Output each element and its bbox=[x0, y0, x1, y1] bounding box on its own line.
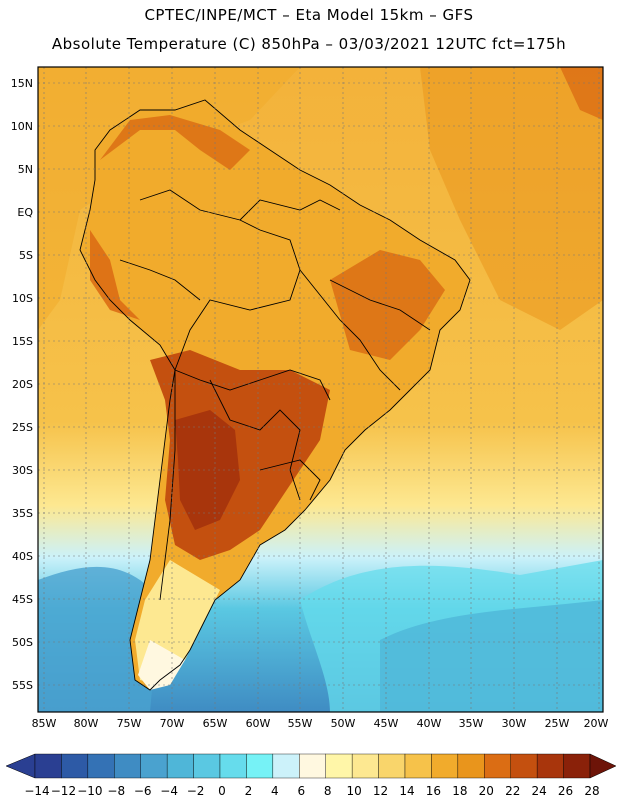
colorbar-cell bbox=[536, 753, 564, 779]
colorbar-cell bbox=[484, 753, 511, 779]
colorbar-tick-label: 28 bbox=[584, 784, 599, 798]
lon-label: 20W bbox=[584, 717, 609, 730]
colorbar-cell bbox=[166, 753, 194, 779]
lat-label: 45S bbox=[12, 593, 33, 606]
colorbar-cells bbox=[5, 753, 617, 779]
chart-title-line2: Absolute Temperature (C) 850hPa – 03/03/… bbox=[51, 35, 567, 53]
colorbar-cell bbox=[272, 753, 300, 779]
colorbar-cell bbox=[61, 753, 89, 779]
lon-label: 30W bbox=[502, 717, 527, 730]
lat-label: 35S bbox=[12, 507, 33, 520]
lon-label: 85W bbox=[32, 717, 57, 730]
warm-band-north bbox=[38, 67, 300, 330]
lat-label: 5S bbox=[19, 249, 33, 262]
colorbar-arrow-right bbox=[589, 753, 617, 779]
colorbar-tick-label: 16 bbox=[426, 784, 441, 798]
lat-label: 40S bbox=[12, 550, 33, 563]
colorbar-cell bbox=[193, 753, 221, 779]
lon-axis: 85W 80W 75W 70W 65W 60W 55W 50W 45W 40W … bbox=[32, 717, 609, 730]
warm-north-andes bbox=[100, 115, 250, 170]
warm-andes-coast bbox=[90, 230, 140, 320]
lon-label: 50W bbox=[331, 717, 356, 730]
colorbar-cell bbox=[431, 753, 459, 779]
colorbar-cell bbox=[404, 753, 432, 779]
colorbar-tick-label: 6 bbox=[297, 784, 305, 798]
colorbar-cell bbox=[351, 753, 379, 779]
lon-label: 80W bbox=[74, 717, 99, 730]
lon-label: 45W bbox=[374, 717, 399, 730]
lat-label: 55S bbox=[12, 679, 33, 692]
colorbar-cell bbox=[34, 753, 62, 779]
colorbar-tick-label: 20 bbox=[479, 784, 494, 798]
colorbar-tick-label: 0 bbox=[218, 784, 226, 798]
lat-label: 5N bbox=[18, 163, 33, 176]
colorbar-cell bbox=[457, 753, 485, 779]
lon-label: 75W bbox=[117, 717, 142, 730]
colorbar-tick-label: 18 bbox=[452, 784, 467, 798]
colorbar-cell bbox=[378, 753, 406, 779]
lon-label: 35W bbox=[459, 717, 484, 730]
colorbar-tick-label: −4 bbox=[160, 784, 178, 798]
colorbar-labels: −14 −12 −10 −8 −6 −4 −2 0 2 4 6 8 10 12 14 16 18 20 22 24 26… bbox=[24, 784, 599, 798]
colorbar-cell bbox=[325, 753, 353, 779]
colorbar-tick-label: −14 bbox=[24, 784, 49, 798]
warm-ne-brazil bbox=[330, 250, 445, 360]
colorbar-tick-label: −6 bbox=[134, 784, 152, 798]
colorbar-cell bbox=[114, 753, 141, 779]
colorbar-cell bbox=[140, 753, 168, 779]
lon-label: 40W bbox=[417, 717, 442, 730]
colorbar-tick-label: −10 bbox=[77, 784, 102, 798]
colorbar-tick-label: −12 bbox=[51, 784, 76, 798]
lat-label: 15N bbox=[11, 77, 33, 90]
lat-label: 10N bbox=[11, 120, 33, 133]
lat-axis: 15N 10N 5N EQ 5S 10S 15S 20S 25S 30S 35S… bbox=[11, 77, 34, 692]
graticule bbox=[38, 67, 603, 712]
chart-title-line1: CPTEC/INPE/MCT – Eta Model 15km – GFS bbox=[144, 6, 474, 24]
colorbar-tick-label: 14 bbox=[399, 784, 414, 798]
cold-core-atlantic bbox=[380, 600, 603, 712]
lat-label: 20S bbox=[12, 378, 33, 391]
colorbar-tick-label: −8 bbox=[107, 784, 125, 798]
hottest-core bbox=[175, 410, 240, 530]
colorbar-tick-label: 12 bbox=[373, 784, 388, 798]
colorbar-cell bbox=[219, 753, 247, 779]
colorbar-cell bbox=[510, 753, 538, 779]
lon-label: 60W bbox=[246, 717, 271, 730]
lon-label: 25W bbox=[545, 717, 570, 730]
colorbar-cell bbox=[87, 753, 115, 779]
cold-core-pacific bbox=[38, 566, 160, 712]
cold-tip bbox=[138, 640, 185, 690]
lat-label: 50S bbox=[12, 636, 33, 649]
colorbar-cell bbox=[246, 753, 274, 779]
colorbar-tick-label: 2 bbox=[245, 784, 253, 798]
map-frame bbox=[37, 66, 604, 713]
hot-spot-ne bbox=[560, 67, 603, 120]
colorbar-tick-label: −2 bbox=[187, 784, 205, 798]
colorbar-tick-label: 10 bbox=[347, 784, 362, 798]
lat-label: 30S bbox=[12, 464, 33, 477]
map-field bbox=[38, 67, 603, 712]
colorbar-arrow-left bbox=[5, 753, 36, 779]
lat-label: 15S bbox=[12, 335, 33, 348]
lon-label: 70W bbox=[160, 717, 185, 730]
colorbar-cell bbox=[299, 753, 326, 779]
colorbar-tick-label: 24 bbox=[532, 784, 547, 798]
colorbar-tick-label: 22 bbox=[505, 784, 520, 798]
lat-label: EQ bbox=[17, 206, 33, 219]
lat-label: 10S bbox=[12, 292, 33, 305]
colorbar-tick-label: 8 bbox=[324, 784, 332, 798]
colorbar-cell bbox=[563, 753, 591, 779]
lat-label: 25S bbox=[12, 421, 33, 434]
lon-label: 65W bbox=[203, 717, 228, 730]
lon-label: 55W bbox=[288, 717, 313, 730]
colorbar-tick-label: 4 bbox=[271, 784, 279, 798]
colorbar-tick-label: 26 bbox=[558, 784, 573, 798]
